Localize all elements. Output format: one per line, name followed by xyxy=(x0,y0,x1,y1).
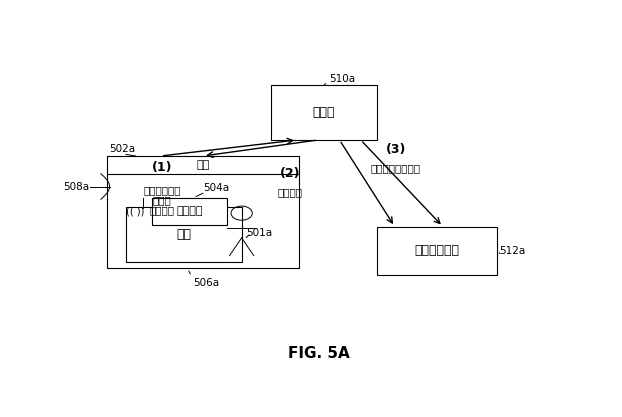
Text: 508a: 508a xyxy=(63,181,90,191)
Text: ユーザアカウント: ユーザアカウント xyxy=(371,163,421,173)
Text: (3): (3) xyxy=(386,143,406,156)
Bar xyxy=(377,227,497,275)
Text: レジ: レジ xyxy=(176,228,192,241)
Text: デバイス: デバイス xyxy=(177,206,203,216)
Text: 510a: 510a xyxy=(329,74,355,84)
Text: 501a: 501a xyxy=(246,228,272,238)
Bar xyxy=(107,156,300,269)
Bar xyxy=(126,207,241,262)
Bar xyxy=(271,85,377,140)
Text: (1): (1) xyxy=(152,161,172,173)
Bar xyxy=(152,198,227,225)
Text: 502a: 502a xyxy=(109,144,135,154)
Text: 504a: 504a xyxy=(203,183,230,193)
Text: 506a: 506a xyxy=(193,278,220,288)
Text: サーバ: サーバ xyxy=(312,106,335,119)
Text: FIG. 5A: FIG. 5A xyxy=(288,347,350,362)
Text: 店舗: 店舗 xyxy=(197,160,210,170)
Text: (2): (2) xyxy=(280,167,300,180)
Text: デバイスｉｄ: デバイスｉｄ xyxy=(143,185,181,195)
Text: 512a: 512a xyxy=(499,246,526,256)
Text: 購入情報: 購入情報 xyxy=(150,206,175,216)
Text: (( )): (( )) xyxy=(126,206,145,216)
Text: および: および xyxy=(153,195,172,205)
Text: データベース: データベース xyxy=(414,244,460,257)
Text: 購入情報: 購入情報 xyxy=(277,188,302,198)
